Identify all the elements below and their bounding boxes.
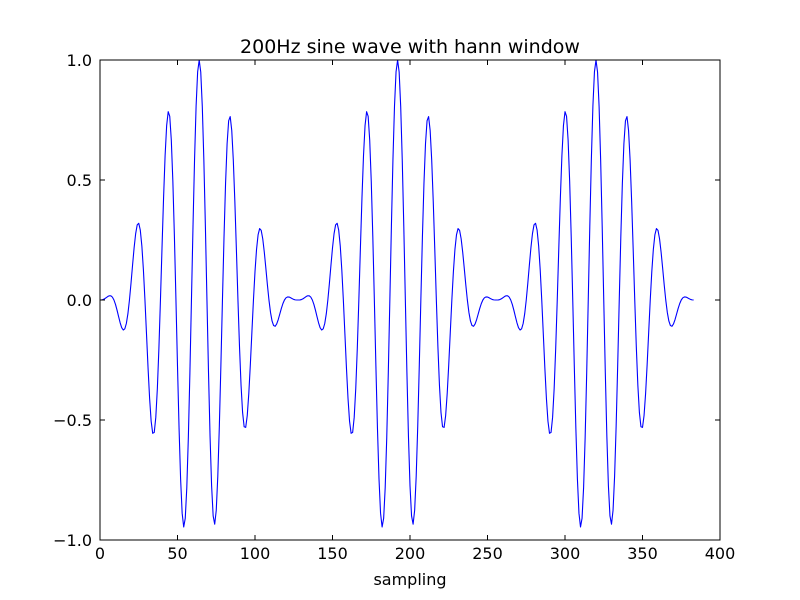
y-tick-label: 1.0 [67,51,92,70]
series-layer [99,59,694,528]
x-tick-label: 350 [627,544,658,563]
ticks-layer: 0 50 100 150 200 250 300 350 400 −1.0 −0.5 0.0 0.5 1.… [53,51,735,563]
y-tick-label: −0.5 [53,411,92,430]
y-tick-label: 0.5 [67,171,92,190]
plot-area: 0 50 100 150 200 250 300 350 400 −1.0 −0.5 0.0 0.5 1.… [53,51,735,563]
axes-frame [99,59,721,541]
x-tick-label: 200 [395,544,426,563]
y-tick-label: 0.0 [67,291,92,310]
x-axis-title: sampling [373,570,446,589]
x-tick-label: 150 [317,544,348,563]
chart-title: 200Hz sine wave with hann window [240,36,580,58]
x-tick-label: 0 [95,544,105,563]
x-tick-label: 400 [705,544,736,563]
x-tick-label: 100 [240,544,271,563]
x-tick-label: 300 [550,544,581,563]
y-tick-label: −1.0 [53,531,92,550]
series-line [99,59,694,528]
x-tick-label: 250 [472,544,503,563]
x-tick-label: 50 [167,544,187,563]
